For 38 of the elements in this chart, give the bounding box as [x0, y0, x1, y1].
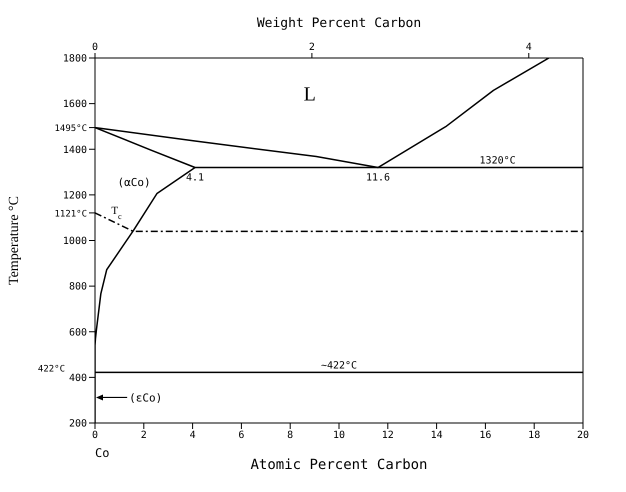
y-tick-label: 1400 [62, 144, 87, 156]
ref-line-label: 422°C [38, 364, 65, 374]
annotation: 1320°C [480, 156, 516, 166]
annotation: L [304, 84, 316, 106]
y-tick-label: 800 [68, 282, 87, 293]
x-tick-label: 14 [430, 430, 443, 442]
annotation: 11.6 [366, 172, 390, 184]
x-tick-label: 16 [479, 430, 492, 442]
y-axis-title: Temperature °C [6, 196, 22, 285]
y-tick-label: 1200 [62, 190, 87, 202]
annotation: 4.1 [186, 172, 204, 184]
x-tick-label: 2 [140, 430, 147, 442]
x-tick-label: 0 [92, 430, 98, 442]
y-tick-label: 1495°C [54, 124, 87, 134]
y-tick-label: 1000 [62, 236, 87, 247]
annotation: (εCo) [129, 391, 162, 404]
y-tick-label: 1600 [62, 99, 87, 110]
x2-tick-label: 2 [308, 42, 315, 53]
x2-axis-title: Weight Percent Carbon [256, 16, 422, 31]
x-tick-label: 18 [528, 430, 540, 442]
x-tick-label: 10 [332, 430, 346, 442]
y-tick-label: 1800 [62, 54, 87, 64]
x2-tick-label: 4 [526, 42, 532, 53]
y-tick-label: 1121°C [54, 209, 87, 220]
y-tick-label: 600 [68, 327, 87, 338]
x-tick-label: 20 [576, 430, 590, 442]
text: Co [95, 446, 110, 460]
annotation: ~422°C [320, 360, 358, 372]
y-tick-label: 400 [68, 372, 87, 384]
x2-tick-label: 0 [92, 42, 98, 53]
y-tick-label: 200 [68, 418, 87, 430]
annotation: (αCo) [117, 176, 151, 190]
x-axis-title: Atomic Percent Carbon [250, 457, 428, 473]
x-tick-label: 8 [287, 430, 294, 442]
x-tick-label: 12 [382, 430, 394, 442]
x-tick-label: 6 [238, 430, 244, 442]
annotation: T$_{c}$ [111, 204, 122, 220]
x-tick-label: 4 [190, 430, 196, 442]
